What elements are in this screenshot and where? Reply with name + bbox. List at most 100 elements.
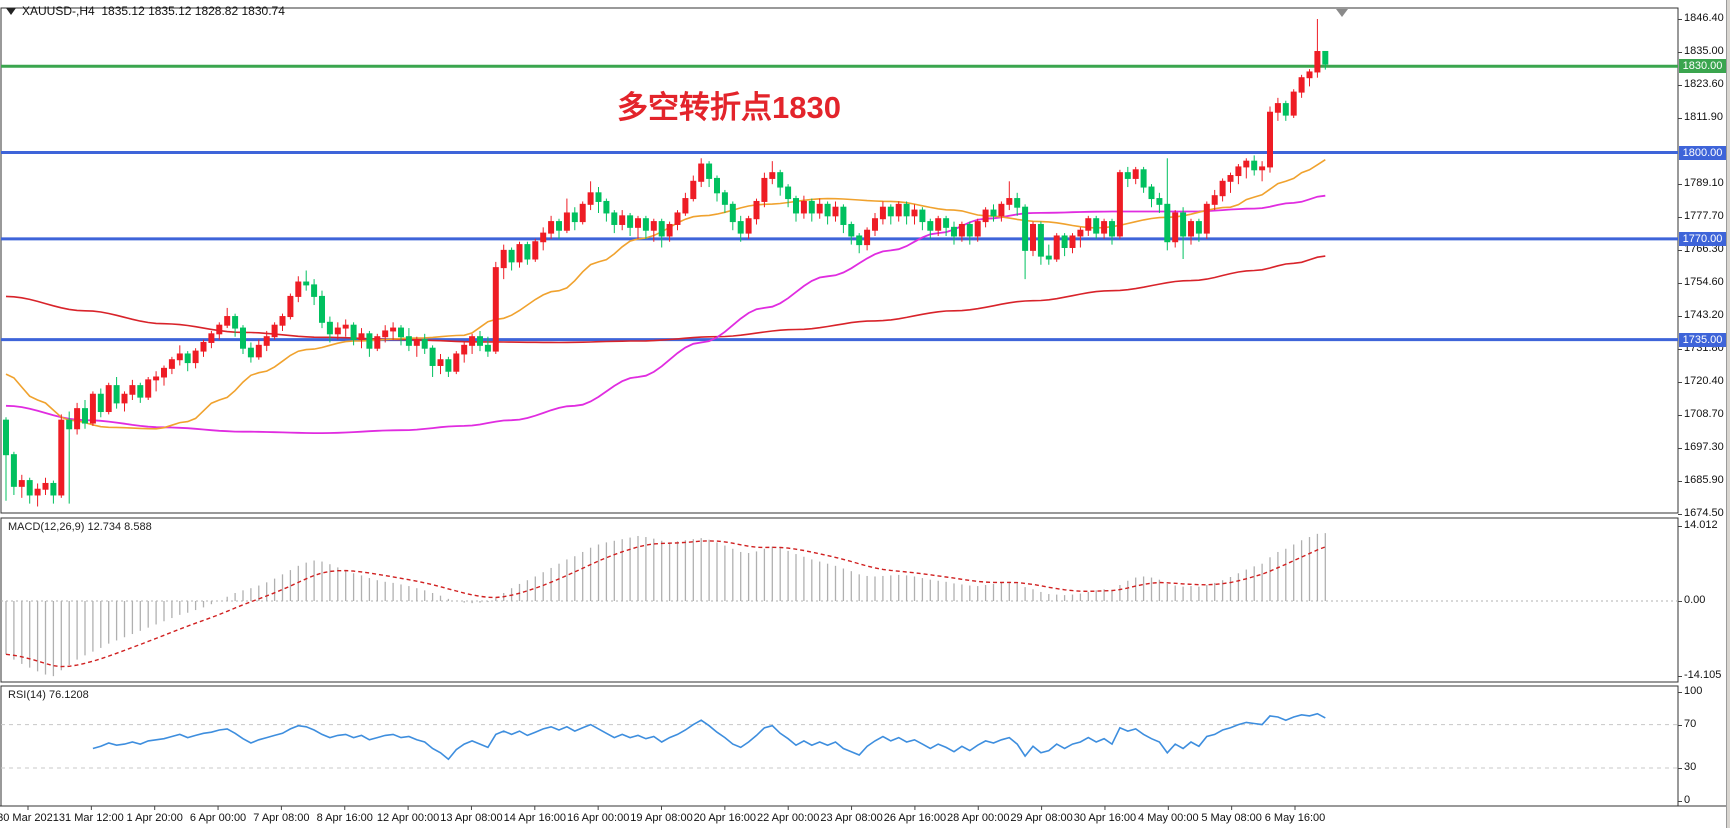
candle-body: [911, 209, 918, 217]
candle-body: [619, 215, 626, 225]
price-tick-label: 1789.10: [1678, 176, 1724, 189]
candle-body: [587, 192, 594, 205]
candle-body: [864, 229, 871, 246]
candle-body: [10, 454, 17, 487]
candle-body: [184, 353, 191, 364]
symbol-dropdown-caret-icon[interactable]: [6, 8, 16, 16]
candle-body: [895, 203, 902, 217]
candle-body: [808, 200, 815, 214]
candle-body: [1259, 166, 1266, 171]
candle-body: [887, 206, 894, 217]
candle-body: [745, 218, 752, 234]
price-tick-label: 1685.90: [1678, 473, 1724, 486]
candle-body: [1314, 51, 1321, 73]
macd-tick-label: 14.012: [1678, 519, 1718, 532]
candle-body: [563, 212, 570, 231]
candle-body: [611, 212, 618, 225]
time-axis-label: 6 May 16:00: [1264, 812, 1326, 824]
rsi-tick-label: 100: [1677, 685, 1703, 697]
candle-body: [935, 218, 942, 231]
candle-body: [966, 223, 973, 237]
candle-body: [840, 206, 847, 225]
candle-body: [824, 203, 831, 217]
candle-body: [358, 333, 365, 341]
candle-body: [1101, 221, 1108, 234]
candle-body: [548, 221, 555, 234]
candle-body: [1282, 103, 1289, 116]
candle-body: [437, 359, 444, 366]
time-axis-label: 8 Apr 16:00: [316, 812, 373, 824]
candle-body: [271, 324, 278, 338]
hline-price-label: 1830.00: [1679, 59, 1726, 74]
candle-body: [919, 209, 926, 223]
candle-body: [690, 180, 697, 200]
candle-body: [469, 336, 476, 346]
candle-body: [777, 172, 784, 188]
candle-body: [484, 344, 491, 352]
macd-tick-label: -14.105: [1677, 669, 1722, 682]
candle-body: [192, 350, 199, 364]
rsi-line: [92, 712, 1326, 761]
candle-body: [927, 221, 934, 231]
candle-body: [737, 221, 744, 234]
candle-body: [1077, 229, 1084, 237]
candle-body: [168, 359, 175, 369]
candle-body: [951, 226, 957, 237]
candle-body: [398, 327, 404, 338]
candle-body: [1274, 103, 1281, 113]
candle-body: [635, 218, 641, 228]
price-tick-label: 1811.90: [1678, 111, 1723, 124]
candle-body: [1227, 175, 1234, 182]
candle-body: [303, 281, 310, 286]
candle-body: [753, 200, 760, 220]
candle-body: [1156, 198, 1163, 205]
candle-body: [295, 281, 302, 297]
time-axis-label: 14 Apr 16:00: [503, 812, 566, 824]
candle-body: [958, 223, 965, 237]
time-axis-label: 19 Apr 08:00: [630, 812, 693, 824]
window-right-edge[interactable]: [1726, 0, 1730, 828]
candle-body: [1069, 235, 1076, 248]
candle-body: [982, 209, 989, 223]
candle-body: [1195, 221, 1202, 234]
candle-body: [532, 241, 539, 260]
time-axis-label: 1 Apr 20:00: [126, 812, 183, 824]
candle-body: [477, 336, 483, 346]
candle-body: [674, 212, 681, 225]
candle-body: [50, 482, 57, 496]
candle-body: [1219, 180, 1226, 197]
candle-body: [698, 163, 705, 182]
candle-body: [721, 192, 728, 205]
candle-body: [390, 327, 397, 332]
candle-body: [848, 223, 855, 237]
chart-title: XAUUSD-,H4 1835.12 1835.12 1828.82 1830.…: [6, 4, 285, 18]
candle-body: [1251, 160, 1258, 171]
candle-body: [263, 336, 270, 346]
price-tick-label: 1777.70: [1678, 209, 1724, 222]
candle-body: [1211, 195, 1218, 205]
ma-mid-magenta-line: [5, 194, 1326, 434]
candle-body: [974, 221, 981, 237]
candle-body: [311, 284, 318, 297]
candle-body: [769, 172, 776, 179]
candle-body: [1022, 206, 1029, 251]
price-tick-label: 1743.20: [1678, 308, 1724, 321]
rsi-tick-label: 70: [1677, 717, 1697, 730]
candle-body: [445, 359, 452, 372]
panel-frame: [0, 7, 1679, 514]
candle-body: [429, 347, 436, 366]
candle-body: [1030, 223, 1036, 251]
candle-body: [374, 336, 381, 349]
chart-shift-triangle-icon[interactable]: [1336, 9, 1348, 17]
candle-body: [1322, 50, 1329, 65]
candle-body: [492, 267, 499, 352]
time-axis-label: 31 Mar 12:00: [58, 812, 124, 824]
price-tick-label: 1697.30: [1678, 441, 1724, 454]
candle-body: [279, 316, 286, 326]
rsi-indicator-label: RSI(14) 76.1208: [8, 689, 89, 701]
candle-body: [89, 393, 96, 424]
time-axis-label: 22 Apr 00:00: [756, 812, 820, 824]
candle-body: [1037, 223, 1044, 257]
